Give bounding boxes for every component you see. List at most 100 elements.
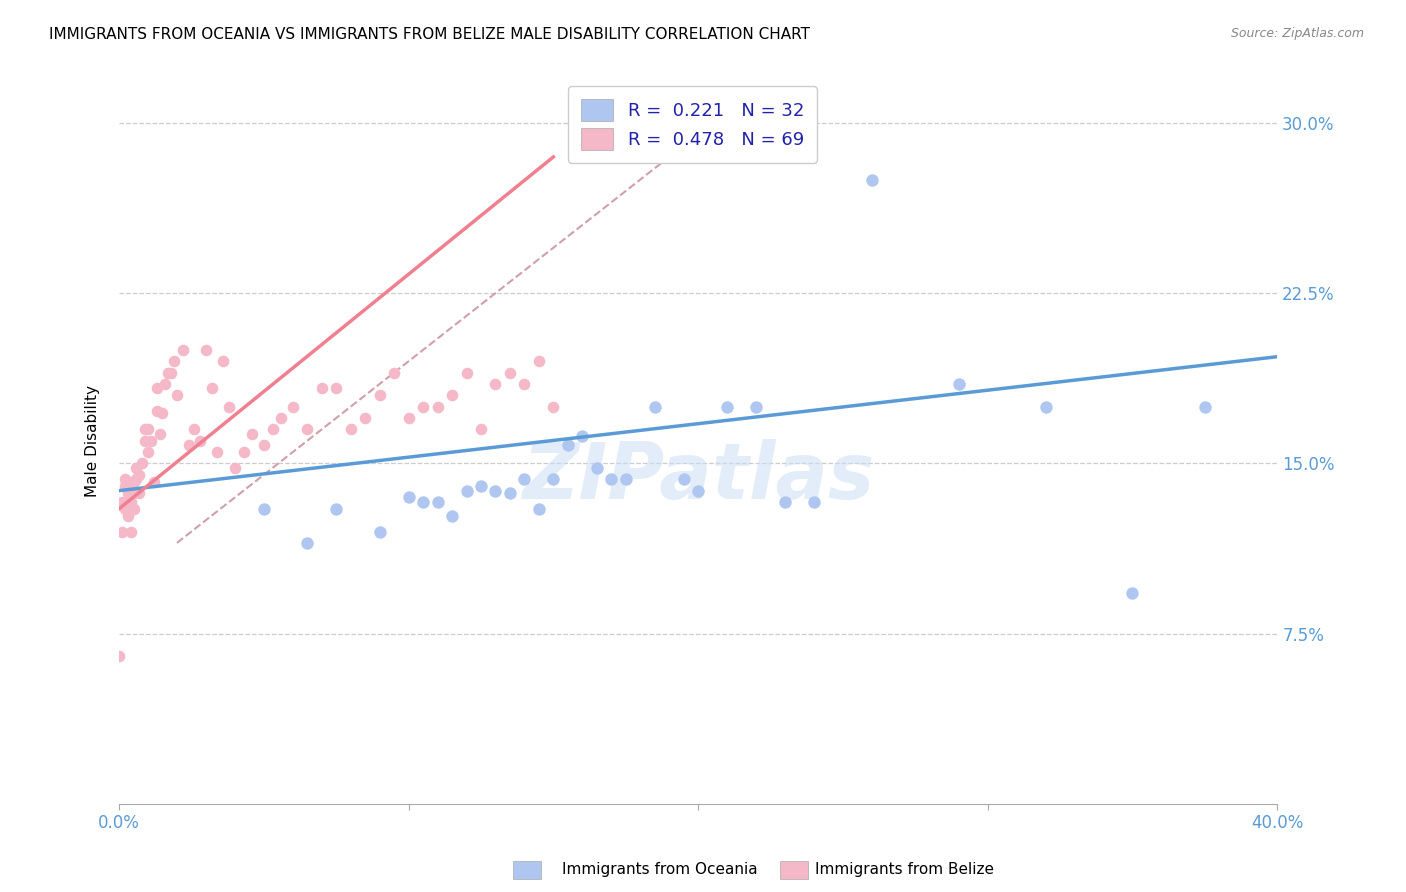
Point — [128, 467, 150, 482]
Point — [484, 483, 506, 498]
Text: IMMIGRANTS FROM OCEANIA VS IMMIGRANTS FROM BELIZE MALE DISABILITY CORRELATION CH: IMMIGRANTS FROM OCEANIA VS IMMIGRANTS FR… — [49, 27, 810, 42]
Point — [188, 434, 211, 448]
Point — [108, 649, 131, 664]
Point — [270, 411, 292, 425]
Point — [207, 445, 229, 459]
Point — [339, 422, 361, 436]
Point — [134, 434, 156, 448]
Point — [136, 445, 159, 459]
Point — [499, 486, 522, 500]
Point — [527, 354, 550, 368]
Point — [177, 438, 200, 452]
Point — [122, 486, 145, 500]
Point — [571, 429, 593, 443]
Point — [484, 376, 506, 391]
Point — [456, 483, 478, 498]
Point — [688, 483, 710, 498]
Point — [125, 461, 148, 475]
Point — [122, 501, 145, 516]
Point — [122, 475, 145, 489]
Point — [499, 366, 522, 380]
Point — [149, 426, 172, 441]
Point — [128, 486, 150, 500]
Point — [1035, 400, 1057, 414]
Point — [543, 472, 565, 486]
Point — [325, 382, 347, 396]
Point — [398, 411, 420, 425]
Point — [600, 472, 623, 486]
Point — [120, 524, 142, 539]
Point — [157, 366, 180, 380]
Point — [224, 461, 246, 475]
Point — [368, 388, 391, 402]
Point — [585, 461, 607, 475]
Point — [297, 536, 319, 550]
Point — [803, 495, 825, 509]
Point — [145, 404, 167, 418]
Point — [441, 508, 464, 523]
Text: Immigrants from Oceania: Immigrants from Oceania — [562, 863, 758, 877]
Point — [201, 382, 224, 396]
Point — [125, 472, 148, 486]
Point — [218, 400, 240, 414]
Point — [111, 524, 134, 539]
Point — [240, 426, 263, 441]
Point — [136, 422, 159, 436]
Point — [441, 388, 464, 402]
Point — [716, 400, 738, 414]
Point — [281, 400, 304, 414]
Point — [152, 407, 174, 421]
Point — [114, 501, 136, 516]
Point — [325, 501, 347, 516]
Point — [860, 172, 883, 186]
Point — [470, 422, 492, 436]
Point — [194, 343, 217, 357]
Point — [456, 366, 478, 380]
Point — [470, 479, 492, 493]
Point — [155, 376, 177, 391]
Point — [262, 422, 284, 436]
Point — [354, 411, 377, 425]
Point — [131, 457, 153, 471]
Point — [543, 400, 565, 414]
Point — [172, 343, 194, 357]
Point — [166, 388, 188, 402]
Point — [745, 400, 768, 414]
Text: Immigrants from Belize: Immigrants from Belize — [815, 863, 994, 877]
Point — [253, 438, 276, 452]
Point — [382, 366, 405, 380]
Point — [398, 491, 420, 505]
Point — [1194, 400, 1216, 414]
Point — [163, 354, 186, 368]
Text: ZIPatlas: ZIPatlas — [522, 439, 875, 515]
Point — [117, 495, 139, 509]
Point — [120, 479, 142, 493]
Point — [527, 501, 550, 516]
Point — [412, 495, 434, 509]
Point — [426, 495, 449, 509]
Text: Source: ZipAtlas.com: Source: ZipAtlas.com — [1230, 27, 1364, 40]
Point — [142, 475, 165, 489]
Point — [557, 438, 579, 452]
Point — [513, 472, 536, 486]
Point — [232, 445, 254, 459]
Point — [160, 366, 183, 380]
Point — [412, 400, 434, 414]
Point — [644, 400, 666, 414]
Point — [1121, 586, 1143, 600]
Point — [614, 472, 637, 486]
Point — [426, 400, 449, 414]
Point — [120, 495, 142, 509]
Point — [253, 501, 276, 516]
Legend: R =  0.221   N = 32, R =  0.478   N = 69: R = 0.221 N = 32, R = 0.478 N = 69 — [568, 87, 817, 163]
Point — [139, 434, 162, 448]
Point — [672, 472, 695, 486]
Point — [297, 422, 319, 436]
Point — [948, 376, 970, 391]
Point — [134, 422, 156, 436]
Point — [368, 524, 391, 539]
Point — [114, 472, 136, 486]
Point — [145, 382, 167, 396]
Point — [183, 422, 205, 436]
Point — [513, 376, 536, 391]
